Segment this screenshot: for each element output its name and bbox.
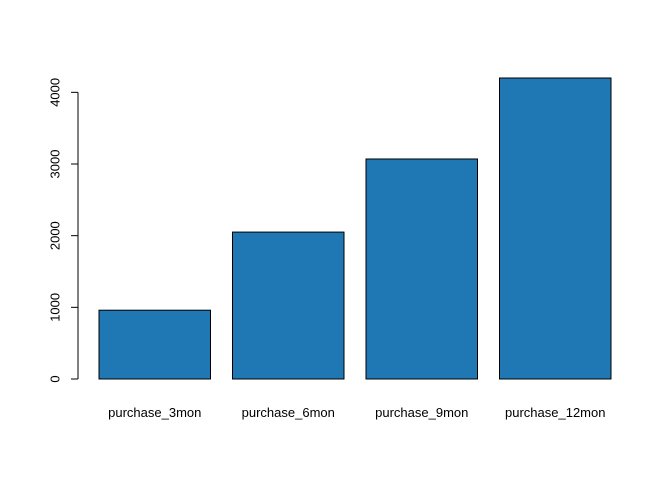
y-tick-label: 1000: [47, 293, 62, 322]
x-axis-labels: purchase_3mon purchase_6mon purchase_9mon p…: [108, 405, 605, 420]
y-tick-label: 4000: [47, 78, 62, 107]
y-tick-label: 2000: [47, 221, 62, 250]
x-category-label: purchase_9mon: [375, 405, 468, 420]
x-category-label: purchase_12mon: [505, 405, 605, 420]
bar-purchase_6mon: [232, 231, 345, 380]
y-tick-label: 3000: [47, 150, 62, 179]
y-axis: 0 1000 2000 3000 4000: [47, 78, 79, 383]
x-category-label: purchase_6mon: [242, 405, 335, 420]
bar-purchase_3mon: [98, 309, 211, 380]
x-category-label: purchase_3mon: [108, 405, 201, 420]
bar-purchase_9mon: [365, 158, 478, 380]
y-tick-label: 0: [47, 375, 62, 382]
bars: [98, 77, 612, 380]
bar-purchase_12mon: [499, 77, 612, 380]
